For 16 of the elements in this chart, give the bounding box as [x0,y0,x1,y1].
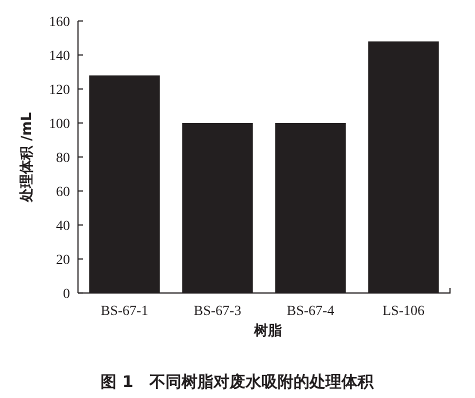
x-tick-label: BS-67-1 [100,304,148,319]
y-tick-label: 160 [49,14,70,30]
text: 图 1 不同树脂对废水吸附的处理体积 [100,372,374,391]
x-tick-label: BS-67-4 [286,304,334,319]
y-tick-label: 0 [63,286,70,302]
y-tick-label: 40 [56,218,70,234]
x-tick-label: BS-67-3 [194,304,242,319]
y-tick-label: 80 [56,150,70,166]
y-axis-title: 处理体积 /mL [19,112,35,203]
y-tick-label: 20 [56,252,70,268]
y-tick-label: 60 [56,184,70,200]
y-tick-label: 120 [49,82,70,98]
y-tick-label: 140 [49,48,70,64]
x-axis-title: 树脂 [253,323,282,339]
y-tick-label: 100 [49,116,70,132]
x-tick-label: LS-106 [382,304,424,319]
